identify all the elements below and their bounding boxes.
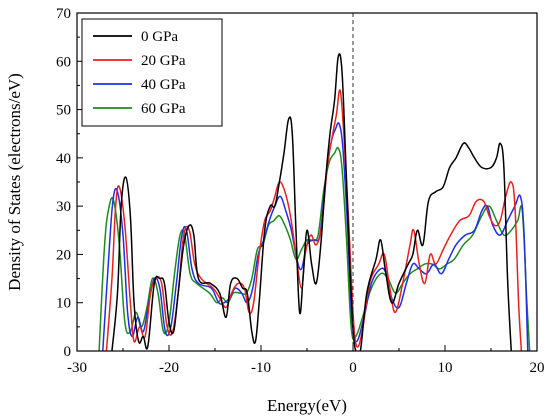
y-tick-label: 20 [56, 247, 71, 263]
x-tick-label: -30 [67, 360, 87, 376]
x-tick-label: 10 [438, 360, 453, 376]
y-tick-label: 50 [56, 103, 71, 119]
series-layer [98, 53, 531, 351]
series-line-0-gpa [111, 53, 512, 351]
x-tick-label: -20 [159, 360, 179, 376]
y-tick-label: 0 [64, 344, 72, 360]
y-axis-title: Density of States (electrons/eV) [5, 73, 24, 291]
legend-label: 60 GPa [141, 101, 186, 117]
legend-label: 0 GPa [141, 29, 178, 45]
series-line-60-gpa [98, 146, 531, 351]
y-tick-label: 30 [56, 199, 71, 215]
y-tick-label: 70 [56, 6, 71, 22]
x-tick-label: 0 [349, 360, 357, 376]
legend-label: 40 GPa [141, 77, 186, 93]
y-tick-label: 40 [56, 151, 71, 167]
legend-label: 20 GPa [141, 53, 186, 69]
series-line-20-gpa [105, 89, 523, 351]
series-line-40-gpa [102, 122, 529, 351]
x-tick-label: 20 [530, 360, 545, 376]
x-axis-title: Energy(eV) [267, 396, 347, 415]
legend: 0 GPa 20 GPa 40 GPa 60 GPa [81, 18, 223, 127]
y-axis: 0 10 20 30 40 50 60 70 [56, 6, 83, 360]
y-tick-label: 60 [56, 54, 71, 70]
x-axis: -30 -20 -10 0 10 20 [67, 345, 545, 376]
x-tick-label: -10 [251, 360, 271, 376]
y-tick-label: 10 [56, 296, 71, 312]
